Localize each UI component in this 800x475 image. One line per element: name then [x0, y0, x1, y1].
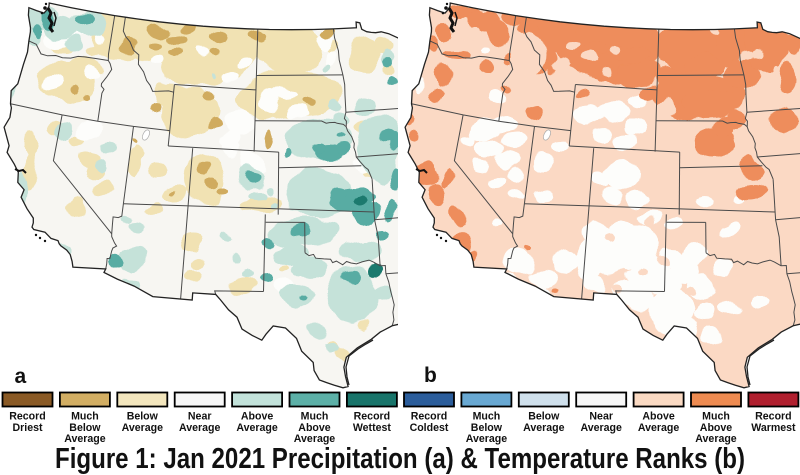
svg-text:Much: Much [473, 411, 501, 423]
svg-text:Average: Average [64, 433, 106, 445]
svg-text:Average: Average [122, 422, 164, 434]
svg-text:Average: Average [179, 422, 221, 434]
svg-text:Record: Record [755, 411, 792, 423]
svg-text:Above: Above [642, 411, 674, 423]
svg-text:Driest: Driest [12, 422, 42, 434]
svg-text:Average: Average [236, 422, 278, 434]
svg-text:Record: Record [9, 411, 46, 423]
svg-text:Below: Below [127, 411, 159, 423]
svg-text:Much: Much [71, 411, 99, 423]
svg-text:Figure 1: Jan 2021 Precipitati: Figure 1: Jan 2021 Precipitation (a) & T… [55, 443, 745, 475]
svg-text:Below: Below [69, 422, 101, 434]
svg-text:Average: Average [695, 433, 737, 445]
svg-text:Above: Above [700, 422, 732, 434]
svg-text:Below: Below [528, 411, 560, 423]
svg-text:Near: Near [589, 411, 613, 423]
svg-text:Above: Above [241, 411, 273, 423]
svg-text:Average: Average [580, 422, 622, 434]
svg-text:Coldest: Coldest [410, 422, 449, 434]
svg-text:Much: Much [301, 411, 329, 423]
svg-text:Average: Average [638, 422, 680, 434]
svg-text:Record: Record [411, 411, 448, 423]
svg-text:Average: Average [466, 433, 508, 445]
svg-text:a: a [15, 365, 27, 388]
svg-text:Below: Below [471, 422, 503, 434]
svg-text:b: b [424, 364, 437, 387]
svg-text:Much: Much [702, 411, 730, 423]
svg-text:Above: Above [298, 422, 330, 434]
svg-text:Average: Average [523, 422, 565, 434]
svg-text:Warmest: Warmest [751, 422, 796, 434]
svg-text:Record: Record [354, 411, 391, 423]
svg-text:Near: Near [188, 411, 212, 423]
svg-text:Average: Average [294, 433, 336, 445]
svg-text:Wettest: Wettest [353, 422, 392, 434]
